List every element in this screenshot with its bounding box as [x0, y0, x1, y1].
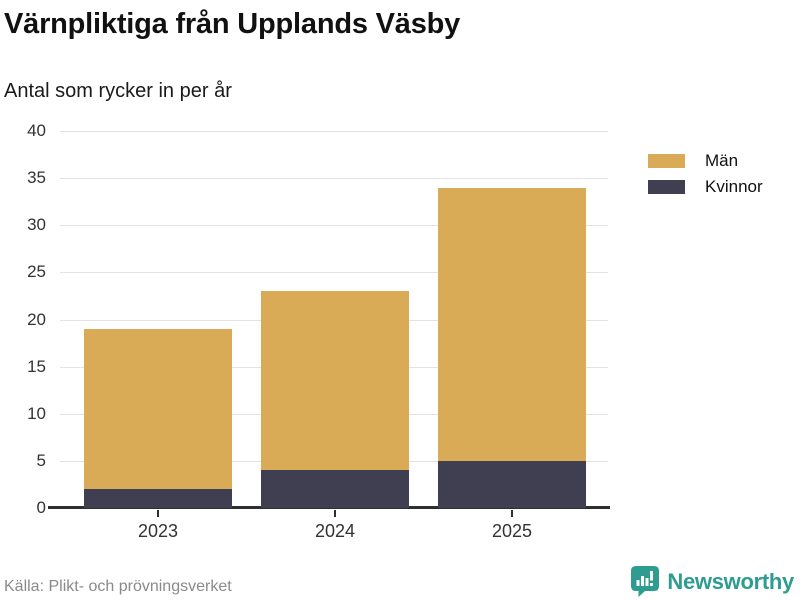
bar-2023	[84, 131, 232, 508]
chart-title: Värnpliktiga från Upplands Väsby	[4, 8, 461, 40]
source-text: Källa: Plikt- och prövningsverket	[4, 578, 232, 595]
newsworthy-icon	[631, 566, 660, 597]
x-axis-tick-2024	[334, 510, 336, 517]
bar-segment-2024-Kvinnor	[261, 470, 409, 508]
x-axis-label-2023: 2023	[137, 521, 179, 541]
x-axis-tick-2025	[511, 510, 513, 517]
legend-label-Män: Män	[705, 151, 739, 170]
plot-area: 2023 2024 2025	[48, 131, 610, 541]
gridline-30	[60, 225, 608, 227]
y-axis: 0 5 10 15 20 25 30 35 40	[0, 121, 46, 517]
y-axis-tick-label-5: 5	[36, 450, 46, 470]
x-axis-tick-2023	[157, 510, 159, 517]
legend-item-Män: Män	[648, 148, 763, 174]
y-axis-tick-label-10: 10	[27, 403, 46, 423]
bar-segment-2023-Män	[84, 328, 232, 490]
legend-item-Kvinnor: Kvinnor	[648, 174, 763, 200]
bar-2024	[261, 131, 409, 508]
y-axis-tick-label-40: 40	[27, 121, 46, 140]
y-axis-tick-label-0: 0	[36, 498, 46, 517]
legend: Män Kvinnor	[648, 148, 763, 200]
y-axis-tick-label-35: 35	[27, 168, 46, 188]
chart-subtitle: Antal som rycker in per år	[4, 80, 232, 102]
y-axis-tick-label-25: 25	[27, 262, 46, 282]
y-axis-tick-label-15: 15	[27, 356, 46, 376]
bar-2025	[438, 131, 586, 508]
gridline-35	[60, 178, 608, 180]
bar-segment-2023-Kvinnor	[84, 489, 232, 508]
legend-swatch-Män	[648, 154, 685, 168]
x-axis-label-2024: 2024	[314, 521, 356, 541]
gridline-40	[60, 131, 608, 132]
bar-segment-2025-Kvinnor	[438, 460, 586, 508]
y-axis-tick-label-20: 20	[27, 309, 46, 329]
legend-label-Kvinnor: Kvinnor	[705, 177, 763, 196]
y-axis-tick-label-30: 30	[27, 215, 46, 235]
gridline-25	[60, 272, 608, 274]
bar-segment-2024-Män	[261, 291, 409, 471]
newsworthy-wordmark: Newsworthy	[667, 568, 794, 594]
newsworthy-logo: Newsworthy	[630, 565, 794, 598]
bar-segment-2025-Män	[438, 187, 586, 461]
x-axis-label-2025: 2025	[491, 521, 533, 541]
legend-swatch-Kvinnor	[648, 180, 685, 194]
